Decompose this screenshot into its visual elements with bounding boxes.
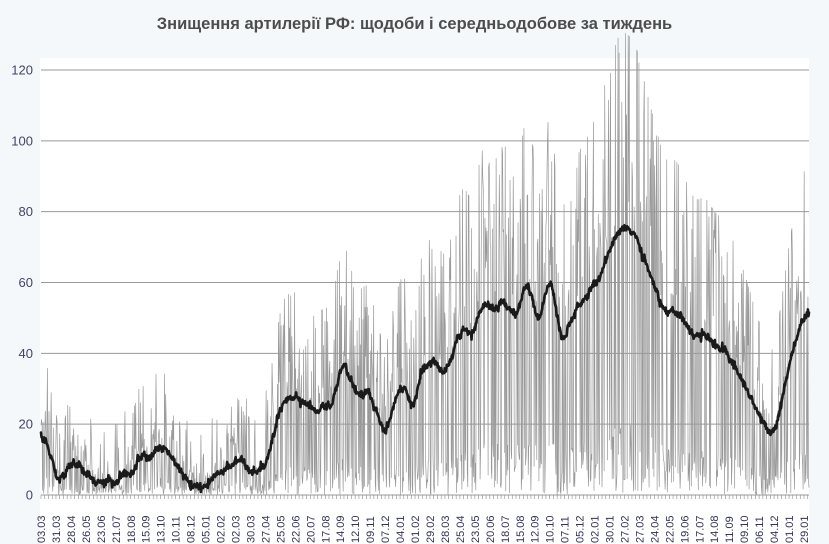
- svg-text:18.07: 18.07: [500, 515, 512, 543]
- svg-text:06.11: 06.11: [754, 516, 766, 543]
- svg-text:04.12: 04.12: [769, 515, 781, 543]
- svg-text:14.08: 14.08: [709, 515, 721, 543]
- svg-text:20.06: 20.06: [485, 515, 497, 543]
- svg-text:26.05: 26.05: [81, 515, 93, 543]
- svg-text:23.05: 23.05: [470, 515, 482, 543]
- svg-text:22.06: 22.06: [290, 515, 302, 543]
- svg-text:27.03: 27.03: [634, 515, 646, 543]
- svg-text:09.11: 09.11: [365, 516, 377, 543]
- svg-text:0: 0: [26, 488, 33, 503]
- svg-text:09.10: 09.10: [739, 515, 751, 543]
- svg-text:02.02: 02.02: [216, 515, 228, 543]
- svg-text:05.12: 05.12: [575, 515, 587, 543]
- svg-text:05.01: 05.01: [201, 515, 213, 543]
- svg-text:10.11: 10.11: [171, 516, 183, 543]
- svg-text:03.03: 03.03: [36, 515, 48, 543]
- svg-text:60: 60: [19, 275, 33, 290]
- svg-text:19.06: 19.06: [679, 515, 691, 543]
- svg-text:31.03: 31.03: [51, 515, 63, 543]
- svg-text:10.10: 10.10: [545, 515, 557, 543]
- svg-text:12.09: 12.09: [530, 515, 542, 543]
- svg-text:40: 40: [19, 346, 33, 361]
- svg-text:27.02: 27.02: [619, 515, 631, 543]
- svg-text:01.02: 01.02: [410, 515, 422, 543]
- svg-text:12.10: 12.10: [350, 515, 362, 543]
- svg-text:29.01: 29.01: [799, 515, 811, 543]
- svg-text:100: 100: [11, 133, 33, 148]
- svg-text:30.03: 30.03: [245, 515, 257, 543]
- svg-text:80: 80: [19, 204, 33, 219]
- svg-text:04.01: 04.01: [395, 515, 407, 543]
- svg-text:18.08: 18.08: [126, 515, 138, 543]
- svg-text:15.09: 15.09: [141, 515, 153, 543]
- svg-text:17.08: 17.08: [320, 515, 332, 543]
- svg-text:07.12: 07.12: [380, 515, 392, 543]
- svg-text:27.04: 27.04: [260, 515, 272, 543]
- svg-text:24.04: 24.04: [649, 515, 661, 543]
- svg-text:23.06: 23.06: [96, 515, 108, 543]
- svg-text:20: 20: [19, 417, 33, 432]
- svg-text:30.01: 30.01: [605, 515, 617, 543]
- svg-text:02.01: 02.01: [590, 515, 602, 543]
- svg-text:120: 120: [11, 63, 33, 78]
- svg-text:07.11: 07.11: [560, 516, 572, 543]
- svg-text:13.10: 13.10: [156, 515, 168, 543]
- svg-text:08.12: 08.12: [186, 515, 198, 543]
- svg-text:15.08: 15.08: [515, 515, 527, 543]
- svg-text:25.04: 25.04: [455, 515, 467, 543]
- svg-text:21.07: 21.07: [111, 515, 123, 543]
- svg-text:25.05: 25.05: [275, 515, 287, 543]
- svg-text:28.03: 28.03: [440, 515, 452, 543]
- svg-text:20.07: 20.07: [305, 515, 317, 543]
- svg-text:14.09: 14.09: [335, 515, 347, 543]
- svg-text:29.02: 29.02: [425, 515, 437, 543]
- svg-text:11.09: 11.09: [724, 516, 736, 543]
- svg-text:28.04: 28.04: [66, 515, 78, 543]
- svg-text:22.05: 22.05: [664, 515, 676, 543]
- svg-text:17.07: 17.07: [694, 515, 706, 543]
- svg-text:02.03: 02.03: [230, 515, 242, 543]
- svg-text:01.01: 01.01: [784, 515, 796, 543]
